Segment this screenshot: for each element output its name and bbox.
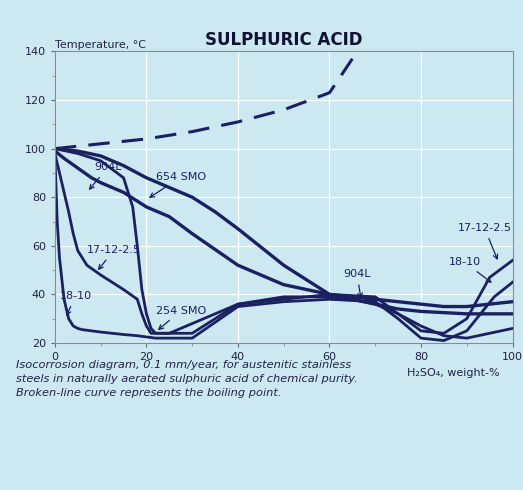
Text: Isocorrosion diagram, 0.1 mm/year, for austenitic stainless
steels in naturally : Isocorrosion diagram, 0.1 mm/year, for a… bbox=[16, 360, 357, 398]
Text: 17-12-2.5: 17-12-2.5 bbox=[458, 223, 511, 259]
Text: 254 SMO: 254 SMO bbox=[156, 306, 206, 329]
Text: 904L: 904L bbox=[89, 163, 121, 189]
Text: 18-10: 18-10 bbox=[60, 291, 92, 315]
Text: 904L: 904L bbox=[343, 270, 371, 297]
Text: 654 SMO: 654 SMO bbox=[150, 172, 206, 197]
Text: 18-10: 18-10 bbox=[449, 257, 491, 282]
X-axis label: H₂SO₄, weight-%: H₂SO₄, weight-% bbox=[407, 368, 499, 378]
Text: 17-12-2.5: 17-12-2.5 bbox=[87, 245, 141, 270]
Title: SULPHURIC ACID: SULPHURIC ACID bbox=[205, 30, 362, 49]
Text: Temperature, °C: Temperature, °C bbox=[55, 41, 146, 50]
